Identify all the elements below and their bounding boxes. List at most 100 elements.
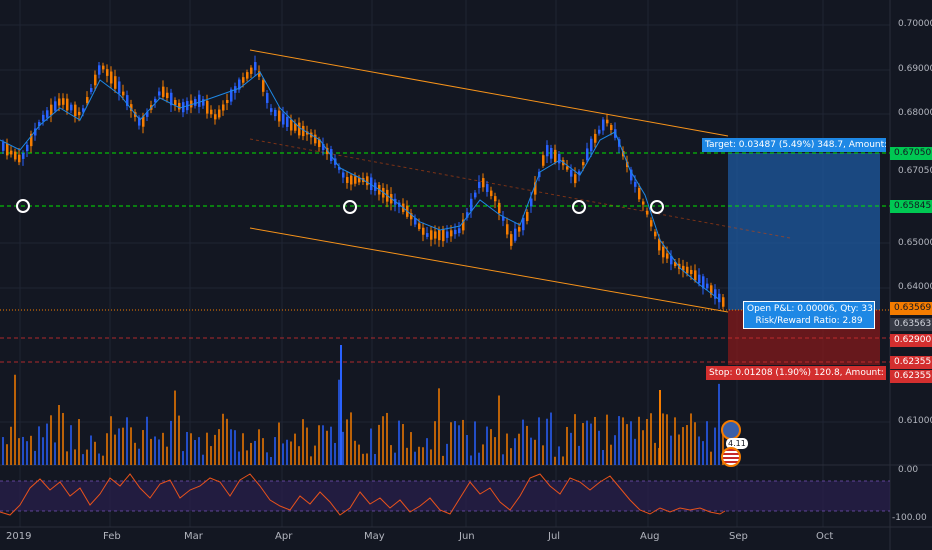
- event-flag-icon[interactable]: [721, 420, 741, 440]
- candle-body: [630, 169, 633, 181]
- stop-label[interactable]: Stop: 0.01208 (1.90%) 120.8, Amount: 1: [706, 366, 886, 380]
- volume-bar: [398, 420, 400, 465]
- candle-body: [226, 99, 229, 104]
- support-top-tag: 0.67050: [890, 147, 932, 160]
- volume-bar: [290, 441, 292, 465]
- candle-body: [14, 151, 17, 160]
- candle-body: [126, 95, 129, 106]
- candle-body: [598, 129, 601, 134]
- stop-level-tag: 0.62900: [890, 334, 932, 347]
- time-tick: May: [364, 531, 385, 542]
- candle-body: [258, 71, 261, 77]
- volume-bar: [198, 437, 200, 465]
- volume-bar: [502, 454, 504, 465]
- candle-body: [282, 113, 285, 125]
- volume-bar: [626, 424, 628, 465]
- open-pl-label[interactable]: Open P&L: 0.00006, Qty: 33 Risk/Reward R…: [743, 301, 875, 329]
- time-tick: Feb: [103, 531, 121, 542]
- candle-body: [158, 91, 161, 96]
- volume-bar: [642, 430, 644, 465]
- candle-body: [114, 76, 117, 89]
- volume-bar: [694, 422, 696, 465]
- candle-body: [286, 117, 289, 127]
- volume-bar: [438, 388, 440, 465]
- candle-body: [246, 72, 249, 79]
- candle-body: [482, 178, 485, 188]
- volume-bar: [86, 449, 88, 465]
- volume-bar: [550, 412, 552, 465]
- candle-body: [190, 100, 193, 108]
- candle-body: [566, 166, 569, 170]
- candle-body: [494, 196, 497, 202]
- price-tick: 0.70000: [898, 19, 932, 29]
- volume-bar: [174, 390, 176, 465]
- stop-price-tag: 0.62355: [890, 356, 932, 369]
- volume-bar: [422, 447, 424, 465]
- volume-bar: [22, 436, 24, 465]
- candle-body: [174, 100, 177, 106]
- candle-body: [314, 134, 317, 144]
- price-tick: 0.68000: [898, 108, 932, 118]
- volume-bar: [298, 446, 300, 465]
- volume-bar: [678, 434, 680, 465]
- volume-bar: [138, 448, 140, 465]
- event-badge[interactable]: 4.11: [726, 438, 748, 449]
- candle-body: [254, 62, 257, 71]
- candle-body: [514, 228, 517, 241]
- candle-body: [550, 147, 553, 159]
- volume-bar: [370, 428, 372, 465]
- volume-bar: [42, 437, 44, 465]
- volume-bar: [222, 413, 224, 465]
- volume-bar: [362, 453, 364, 465]
- volume-bar: [18, 438, 20, 465]
- volume-bar: [722, 425, 724, 465]
- volume-bar: [118, 428, 120, 465]
- volume-bar: [310, 456, 312, 465]
- volume-bar: [78, 419, 80, 465]
- candle-body: [414, 217, 417, 225]
- support-bottom-tag: 0.65845: [890, 200, 932, 213]
- candle-body: [418, 223, 421, 230]
- candle-body: [118, 81, 121, 94]
- volume-bar: [54, 442, 56, 465]
- volume-bar: [602, 450, 604, 465]
- candle-body: [646, 210, 649, 215]
- candle-body: [438, 229, 441, 241]
- time-tick: Mar: [184, 531, 203, 542]
- volume-bar: [406, 447, 408, 465]
- candle-body: [686, 266, 689, 274]
- us-flag-icon[interactable]: [721, 447, 741, 467]
- volume-bar: [710, 451, 712, 465]
- candle-body: [346, 177, 349, 183]
- volume-bar: [322, 425, 324, 465]
- volume-bar: [358, 444, 360, 465]
- candle-body: [74, 104, 77, 117]
- volume-bar: [706, 421, 708, 465]
- volume-bar: [250, 442, 252, 465]
- candle-body: [546, 145, 549, 157]
- volume-bar: [518, 433, 520, 465]
- candle-body: [466, 212, 469, 218]
- time-tick: 2019: [6, 531, 32, 542]
- volume-bar: [578, 445, 580, 465]
- candle-body: [486, 184, 489, 192]
- candle-body: [654, 231, 657, 237]
- volume-bar: [242, 433, 244, 465]
- volume-bar: [340, 345, 342, 465]
- candle-body: [498, 202, 501, 214]
- candle-body: [430, 230, 433, 240]
- volume-bar: [538, 417, 540, 465]
- candle-body: [658, 238, 661, 251]
- volume-bar: [486, 426, 488, 465]
- volume-bar: [542, 445, 544, 465]
- candle-body: [558, 153, 561, 164]
- candle-body: [450, 230, 453, 237]
- candle-body: [666, 253, 669, 259]
- volume-bar: [30, 435, 32, 465]
- candle-body: [318, 139, 321, 147]
- volume-bar: [614, 435, 616, 465]
- volume-bar: [442, 455, 444, 465]
- candle-body: [70, 104, 73, 111]
- target-label[interactable]: Target: 0.03487 (5.49%) 348.7, Amount: 2: [702, 138, 886, 152]
